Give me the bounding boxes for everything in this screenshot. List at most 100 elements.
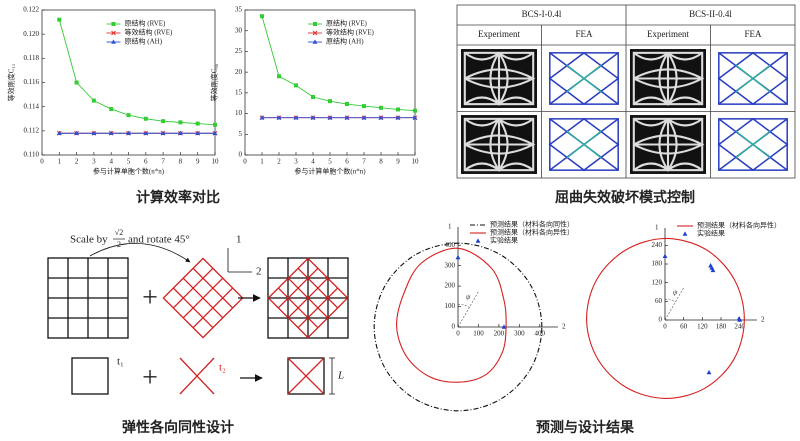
point bbox=[259, 115, 265, 120]
point bbox=[344, 115, 350, 120]
x-tick-label: 0 bbox=[663, 323, 667, 331]
x-tick-label: 200 bbox=[494, 330, 505, 338]
diagram-text: Scale by bbox=[70, 234, 108, 246]
diagram-text: and rotate 45° bbox=[128, 234, 190, 246]
point bbox=[706, 369, 712, 375]
point bbox=[682, 231, 688, 236]
x-tick-label: 9 bbox=[196, 158, 200, 166]
legend-label: 等效结构 (RVE) bbox=[326, 28, 375, 37]
y-tick-label: 60 bbox=[655, 297, 663, 305]
y-axis-label: 1 bbox=[448, 223, 452, 231]
y-tick-label: 180 bbox=[652, 260, 663, 268]
series-line bbox=[261, 16, 416, 112]
point bbox=[328, 99, 332, 104]
point bbox=[379, 105, 383, 110]
point bbox=[501, 324, 507, 329]
combined-rotated-grid bbox=[267, 257, 349, 339]
point bbox=[395, 115, 401, 120]
x-tick-label: 2 bbox=[277, 158, 281, 166]
series-curve bbox=[373, 242, 543, 412]
x-tick-label: 8 bbox=[179, 158, 183, 166]
axes bbox=[664, 228, 757, 321]
y-tick-label: 0.112 bbox=[24, 126, 40, 134]
x-tick-label: 5 bbox=[328, 158, 332, 166]
x-tick-label: 1 bbox=[260, 158, 264, 166]
point bbox=[195, 130, 201, 136]
square-grid bbox=[47, 257, 129, 339]
angle-label: ψ bbox=[673, 288, 678, 296]
fea-image bbox=[546, 115, 622, 174]
column-header: FEA bbox=[575, 29, 593, 39]
x-axis-label: 参与计算单胞个数(n*n) bbox=[93, 167, 165, 176]
point bbox=[276, 115, 282, 120]
x-tick-label: 9 bbox=[396, 158, 400, 166]
unit-result-cross bbox=[287, 357, 325, 395]
point bbox=[710, 267, 716, 273]
y-axis-label: 1 bbox=[655, 224, 659, 232]
series-curve bbox=[396, 247, 507, 383]
angle-guide bbox=[457, 290, 479, 328]
y-tick-label: 0.110 bbox=[24, 151, 40, 159]
point bbox=[378, 115, 384, 120]
y-tick-label: 100 bbox=[445, 302, 456, 310]
caption: 计算效率对比 bbox=[136, 189, 220, 206]
point bbox=[126, 113, 131, 118]
x-tick-label: 2 bbox=[75, 158, 79, 166]
point bbox=[143, 116, 148, 121]
unit-square bbox=[71, 357, 109, 395]
column-header: Experiment bbox=[647, 29, 689, 39]
x-axis-label: 2 bbox=[562, 323, 566, 331]
angle-label: ψ bbox=[466, 293, 471, 301]
thickness-label: t₂ bbox=[219, 362, 226, 374]
length-label: L bbox=[337, 370, 344, 382]
x-tick-label: 10 bbox=[212, 158, 220, 166]
y-tick-label: 15 bbox=[235, 88, 243, 96]
x-tick-label: 0 bbox=[243, 158, 247, 166]
column-header: FEA bbox=[744, 29, 762, 39]
series-line bbox=[58, 19, 216, 126]
x-tick-label: 400 bbox=[535, 330, 546, 338]
point bbox=[293, 115, 299, 120]
y-tick-label: 20 bbox=[235, 68, 243, 76]
y-tick-label: 0.114 bbox=[24, 102, 40, 110]
x-tick-label: 100 bbox=[473, 330, 484, 338]
x-tick-label: 5 bbox=[127, 158, 131, 166]
experiment-image bbox=[630, 115, 706, 174]
y-tick-label: 0.116 bbox=[24, 78, 40, 86]
x-tick-label: 6 bbox=[345, 158, 349, 166]
x-tick-label: 10 bbox=[412, 158, 420, 166]
group-header: BCS-I-0.4l bbox=[522, 9, 562, 19]
point bbox=[260, 14, 264, 19]
point bbox=[109, 107, 114, 112]
x-tick-label: 7 bbox=[362, 158, 366, 166]
fea-image bbox=[546, 49, 622, 108]
x-tick-label: 240 bbox=[734, 323, 745, 331]
x-tick-label: 300 bbox=[514, 330, 525, 338]
point bbox=[212, 130, 218, 136]
x-axis-label: 2 bbox=[761, 316, 765, 324]
point bbox=[74, 130, 79, 136]
point bbox=[143, 130, 149, 136]
y-tick-label: 25 bbox=[235, 47, 243, 55]
caption: 预测与设计结果 bbox=[536, 419, 635, 436]
point bbox=[57, 17, 62, 22]
point bbox=[178, 120, 183, 125]
point bbox=[361, 115, 367, 120]
fea-image bbox=[715, 115, 791, 174]
point bbox=[455, 254, 461, 260]
y-tick-label: 5 bbox=[239, 130, 243, 138]
point bbox=[736, 316, 742, 321]
y-tick-label: 400 bbox=[445, 241, 456, 249]
y-tick-label: 0 bbox=[239, 151, 243, 159]
point bbox=[313, 22, 317, 26]
x-tick-label: 0 bbox=[40, 158, 44, 166]
fea-image bbox=[715, 49, 791, 108]
series-curve bbox=[586, 237, 745, 399]
image-table: BCS-I-0.4l BCS-II-0.4l Experiment FEA Ex… bbox=[456, 4, 796, 179]
point bbox=[345, 102, 349, 107]
legend-label: 等效结构 (RVE) bbox=[125, 28, 174, 37]
point bbox=[111, 39, 116, 44]
point bbox=[312, 30, 318, 36]
x-tick-label: 1 bbox=[58, 158, 62, 166]
design-diagram: Scale by √2 2 and rotate 45° 1 2 + t₁ + … bbox=[47, 228, 349, 395]
